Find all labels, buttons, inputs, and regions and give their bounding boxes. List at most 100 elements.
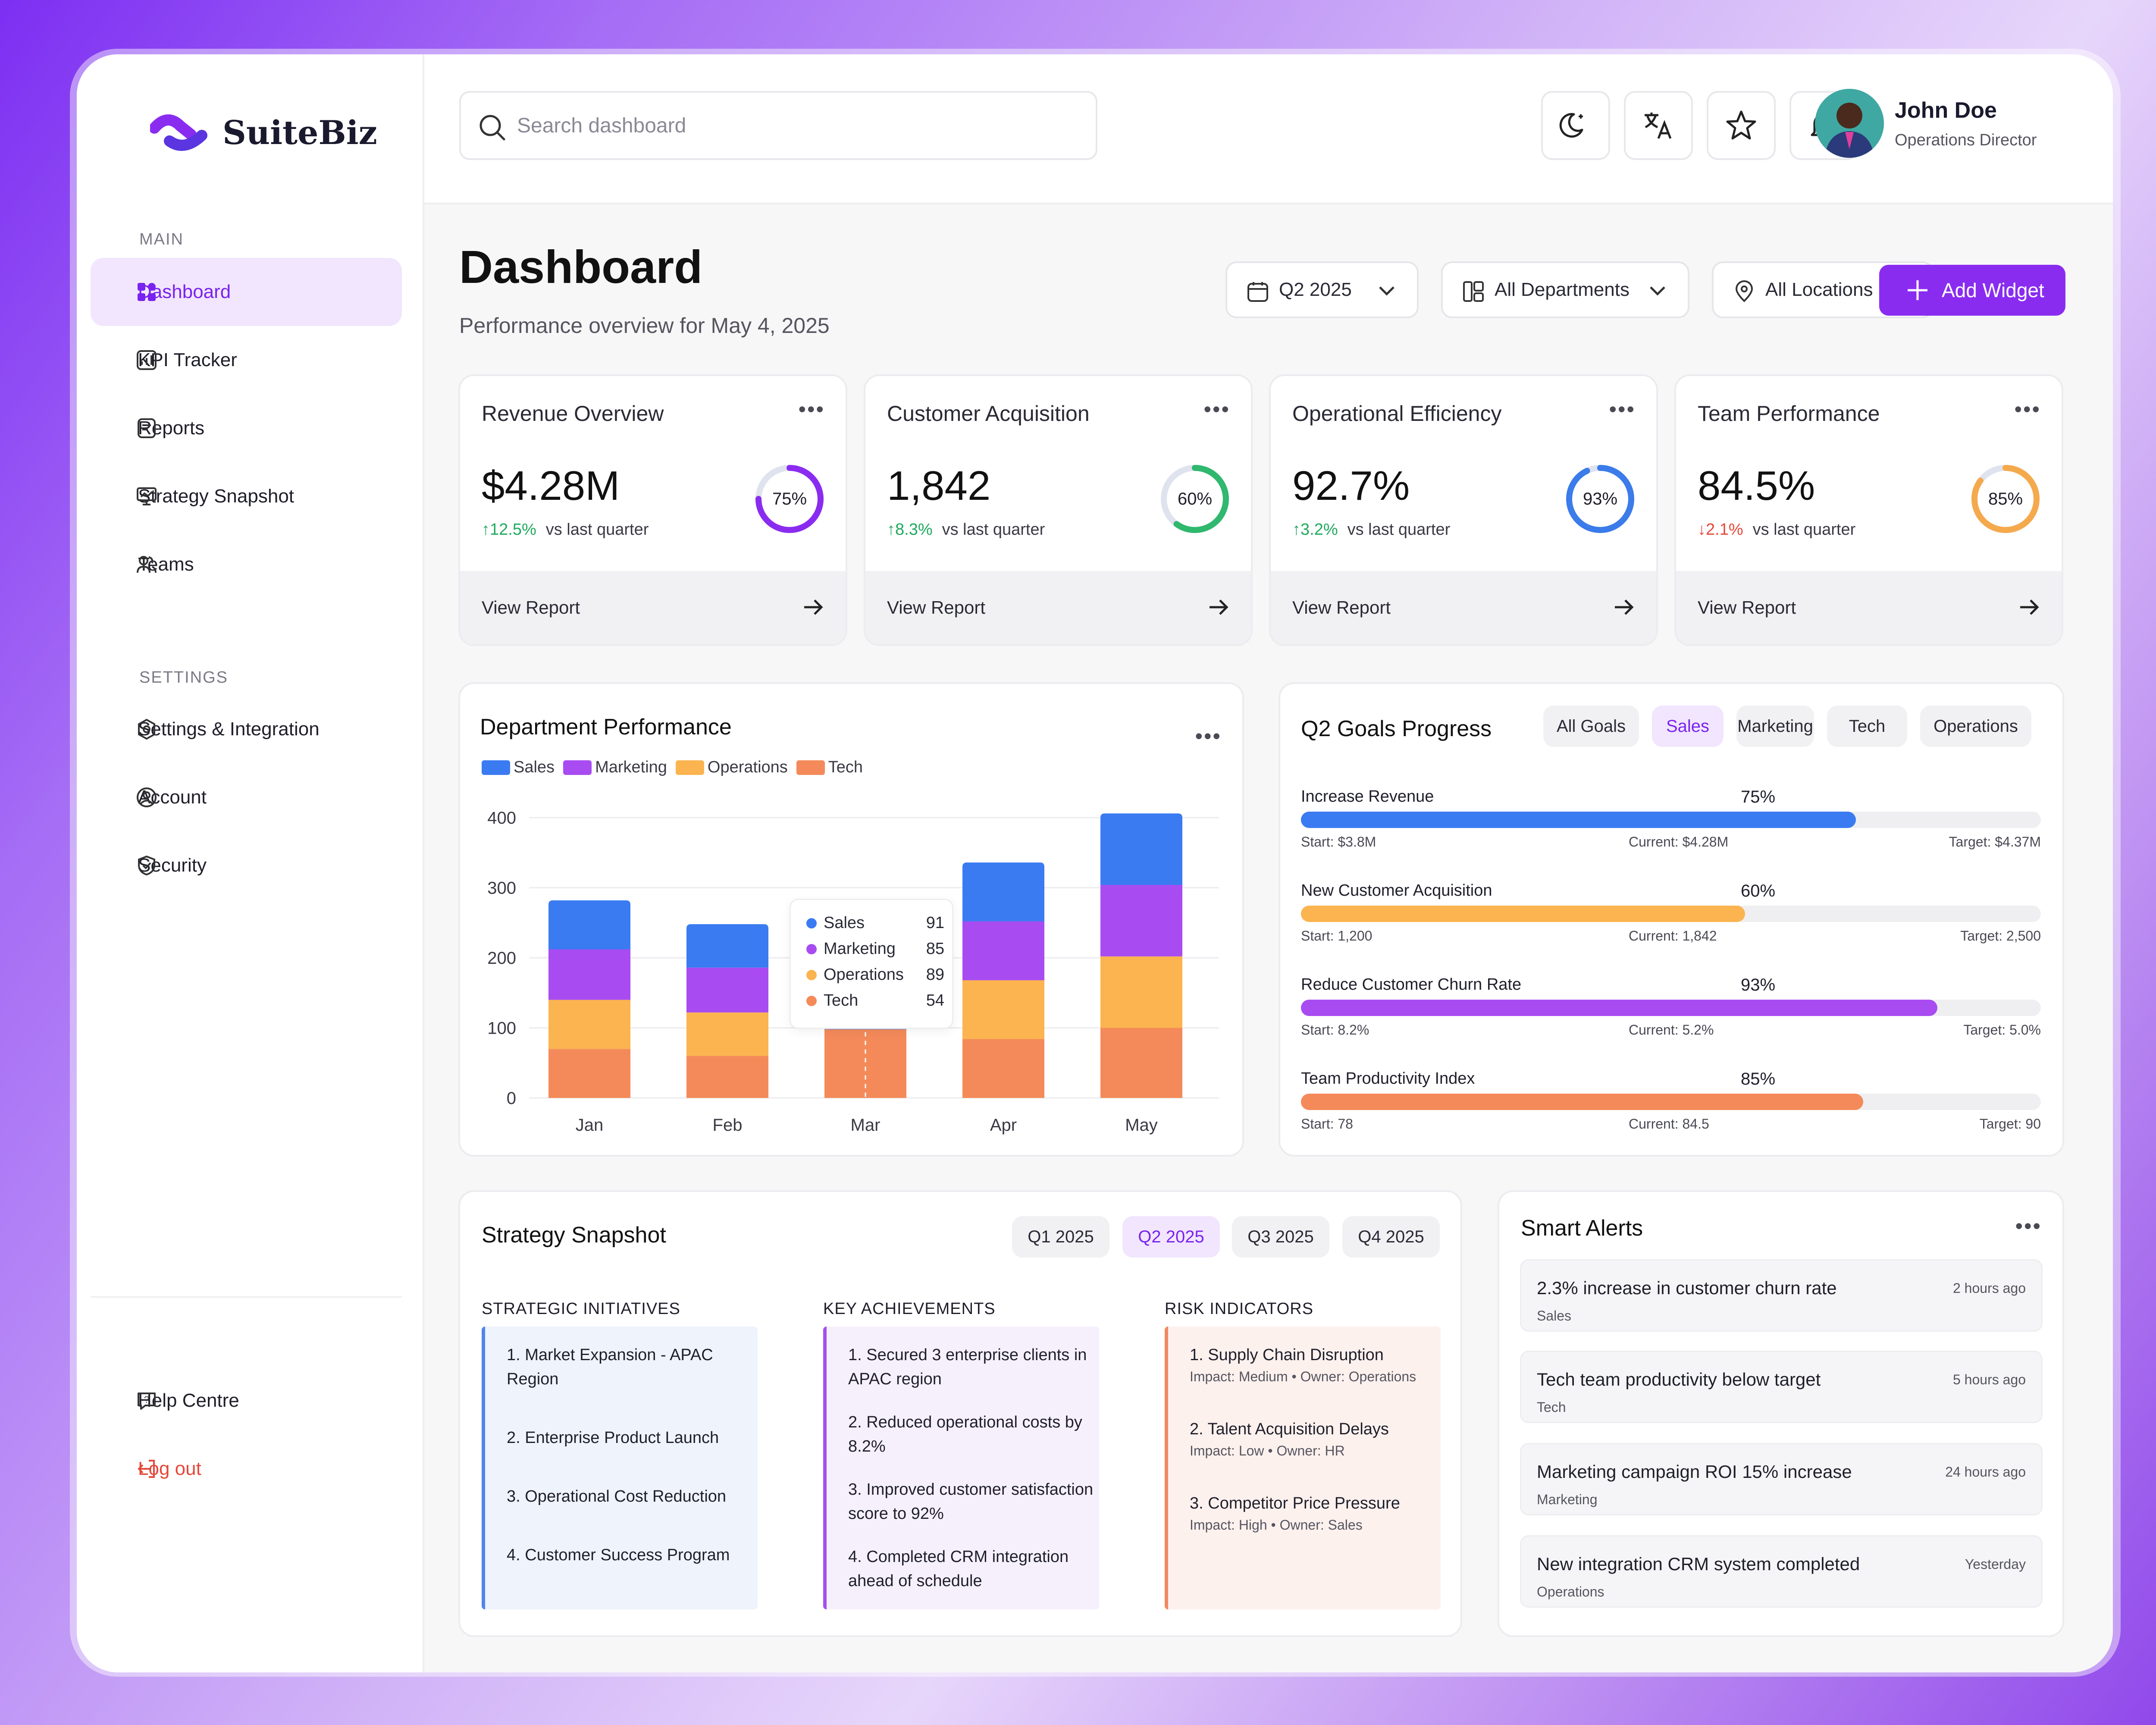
tab-all-goals[interactable]: All Goals	[1543, 706, 1639, 747]
chart-legend: Sales Marketing Operations Tech	[482, 758, 871, 777]
achievements-heading: KEY ACHIEVEMENTS	[823, 1300, 996, 1318]
avatar[interactable]	[1815, 89, 1884, 158]
tooltip-label: Operations	[824, 966, 904, 984]
translate-icon	[1645, 113, 1672, 139]
bar-segment-tech[interactable]	[548, 1049, 630, 1098]
kpi-card: Team Performance ••• 84.5% ↓2.1% vs last qua…	[1674, 374, 2063, 646]
more-options-icon[interactable]: •••	[798, 397, 825, 421]
legend-label: Marketing	[595, 758, 667, 776]
list-item: 2. Enterprise Product Launch	[507, 1429, 719, 1447]
bar-segment-tech[interactable]	[962, 1039, 1044, 1098]
legend-label: Sales	[514, 758, 555, 776]
goal-name: Team Productivity Index	[1301, 1070, 1475, 1088]
risk-meta: Impact: Low • Owner: HR	[1190, 1443, 1345, 1458]
legend-item: Sales	[482, 758, 555, 777]
sidebar-item-strategy-snapshot[interactable]: Strategy Snapshot	[91, 462, 402, 530]
list-item: 3. Operational Cost Reduction	[507, 1487, 727, 1505]
logo[interactable]: SuiteBiz	[150, 109, 377, 156]
kpi-value: 92.7%	[1292, 463, 1410, 509]
logout-button[interactable]: Log out	[91, 1435, 402, 1503]
tab-tech[interactable]: Tech	[1827, 706, 1907, 747]
bar-segment-marketing[interactable]	[1100, 885, 1182, 957]
sidebar-item-teams[interactable]: Teams	[91, 530, 402, 599]
progress-ring: 85%	[1969, 462, 2042, 536]
bar-segment-sales[interactable]	[1100, 813, 1182, 885]
change-value: 8.3%	[895, 521, 933, 539]
tab-q4-2025[interactable]: Q4 2025	[1342, 1216, 1440, 1258]
legend-dot	[806, 944, 817, 954]
bar-segment-operations[interactable]	[962, 980, 1044, 1039]
theme-toggle-button[interactable]	[1541, 91, 1610, 160]
view-report-label: View Report	[1698, 597, 1796, 618]
legend-dot	[806, 969, 817, 980]
sidebar-item-help-centre[interactable]: ? Help Centre	[91, 1367, 402, 1435]
view-report-link[interactable]: View Report	[460, 571, 846, 644]
sidebar-item-security[interactable]: Security	[91, 831, 402, 900]
goal-current: Current: $4.28M	[1629, 834, 1729, 850]
department-filter[interactable]: All Departments	[1441, 261, 1689, 318]
add-widget-button[interactable]: Add Widget	[1879, 265, 2065, 316]
arrow-right-icon	[1210, 599, 1228, 615]
more-options-icon[interactable]: •••	[1609, 397, 1636, 421]
progress-track	[1301, 1000, 2041, 1016]
language-button[interactable]	[1624, 91, 1693, 160]
sidebar-item-kpi-tracker[interactable]: KPI Tracker	[91, 326, 402, 394]
alert-item[interactable]: 2.3% increase in customer churn rate Sale…	[1520, 1259, 2043, 1332]
more-options-icon[interactable]: •••	[2014, 397, 2041, 421]
view-report-link[interactable]: View Report	[1676, 571, 2062, 644]
bar-segment-tech[interactable]	[1100, 1028, 1182, 1098]
bar-segment-operations[interactable]	[686, 1012, 768, 1056]
bar-segment-operations[interactable]	[548, 1000, 630, 1049]
period-filter[interactable]: Q2 2025	[1225, 261, 1419, 318]
bar-segment-marketing[interactable]	[548, 949, 630, 1000]
tab-operations[interactable]: Operations	[1920, 706, 2031, 747]
sidebar-item-label: Teams	[138, 554, 194, 575]
view-report-link[interactable]: View Report	[1271, 571, 1656, 644]
grid-icon	[138, 283, 156, 301]
sidebar-item-settings-integration[interactable]: Settings & Integration	[91, 695, 402, 763]
legend-dot	[806, 918, 817, 928]
goal-item: New Customer Acquisition 60% Start: 1,200 C…	[1301, 881, 2041, 950]
sidebar-item-reports[interactable]: Reports	[91, 394, 402, 462]
bar-segment-operations[interactable]	[1100, 956, 1182, 1028]
bar-segment-marketing[interactable]	[686, 967, 768, 1013]
goal-target: Target: 5.0%	[1963, 1022, 2041, 1038]
x-tick-label: Feb	[713, 1116, 743, 1135]
bar-segment-sales[interactable]	[686, 924, 768, 968]
alert-item[interactable]: Marketing campaign ROI 15% increase Marke…	[1520, 1443, 2043, 1515]
sidebar-item-dashboard[interactable]: Dashboard	[91, 258, 402, 326]
bar-segment-marketing[interactable]	[962, 921, 1044, 981]
view-report-link[interactable]: View Report	[865, 571, 1251, 644]
arrow-right-icon	[2020, 599, 2039, 615]
bar-segment-sales[interactable]	[962, 862, 1044, 922]
page-title: Dashboard	[459, 241, 703, 293]
goal-target: Target: 2,500	[1960, 928, 2041, 944]
strategy-snapshot-card: Strategy Snapshot Q1 2025 Q2 2025 Q3 2025 Q…	[458, 1190, 1462, 1637]
risk-meta: Impact: Medium • Owner: Operations	[1190, 1369, 1416, 1384]
progress-fill	[1301, 1000, 1937, 1016]
alert-text: New integration CRM system completed	[1537, 1554, 1860, 1574]
tab-sales[interactable]: Sales	[1652, 706, 1724, 747]
tab-marketing[interactable]: Marketing	[1736, 706, 1814, 747]
favorites-button[interactable]	[1707, 91, 1776, 160]
add-widget-label: Add Widget	[1942, 279, 2044, 301]
location-pin-icon	[1735, 280, 1753, 302]
more-options-icon[interactable]: •••	[2015, 1214, 2042, 1238]
risk-item: 3. Competitor Price Pressure Impact: Hig…	[1190, 1491, 1435, 1534]
bar-segment-tech[interactable]	[686, 1056, 768, 1098]
alert-item[interactable]: New integration CRM system completed Oper…	[1520, 1535, 2043, 1608]
search-input[interactable]: Search dashboard	[459, 91, 1097, 160]
ring-percent: 93%	[1583, 489, 1618, 508]
kpi-change: ↑12.5% vs last quarter	[482, 521, 649, 539]
tab-q1-2025[interactable]: Q1 2025	[1012, 1216, 1109, 1258]
alert-item[interactable]: Tech team productivity below target Tech 5…	[1520, 1351, 2043, 1423]
tab-q2-2025[interactable]: Q2 2025	[1122, 1216, 1220, 1258]
tab-q3-2025[interactable]: Q3 2025	[1232, 1216, 1329, 1258]
bar-segment-sales[interactable]	[548, 900, 630, 950]
progress-track	[1301, 906, 2041, 922]
change-caption: vs last quarter	[942, 521, 1045, 539]
more-options-icon[interactable]: •••	[1195, 724, 1222, 748]
view-report-label: View Report	[482, 597, 580, 618]
more-options-icon[interactable]: •••	[1203, 397, 1230, 421]
sidebar-item-account[interactable]: Account	[91, 763, 402, 831]
